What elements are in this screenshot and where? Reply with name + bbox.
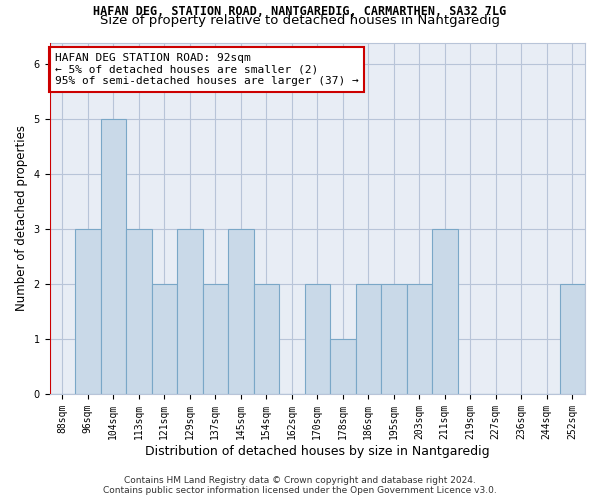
Bar	[356, 284, 381, 394]
Bar	[407, 284, 432, 394]
Bar	[75, 229, 101, 394]
Bar	[560, 284, 585, 394]
Text: HAFAN DEG STATION ROAD: 92sqm
← 5% of detached houses are smaller (2)
95% of sem: HAFAN DEG STATION ROAD: 92sqm ← 5% of de…	[55, 53, 359, 86]
Bar	[228, 229, 254, 394]
Text: HAFAN DEG, STATION ROAD, NANTGAREDIG, CARMARTHEN, SA32 7LG: HAFAN DEG, STATION ROAD, NANTGAREDIG, CA…	[94, 5, 506, 18]
Bar	[330, 339, 356, 394]
Bar	[101, 120, 126, 394]
Bar	[203, 284, 228, 394]
Y-axis label: Number of detached properties: Number of detached properties	[15, 125, 28, 311]
Bar	[254, 284, 279, 394]
Bar	[177, 229, 203, 394]
Bar	[126, 229, 152, 394]
Bar	[381, 284, 407, 394]
Bar	[305, 284, 330, 394]
Bar	[432, 229, 458, 394]
Text: Contains HM Land Registry data © Crown copyright and database right 2024.
Contai: Contains HM Land Registry data © Crown c…	[103, 476, 497, 495]
X-axis label: Distribution of detached houses by size in Nantgaredig: Distribution of detached houses by size …	[145, 444, 490, 458]
Bar	[152, 284, 177, 394]
Text: Size of property relative to detached houses in Nantgaredig: Size of property relative to detached ho…	[100, 14, 500, 27]
